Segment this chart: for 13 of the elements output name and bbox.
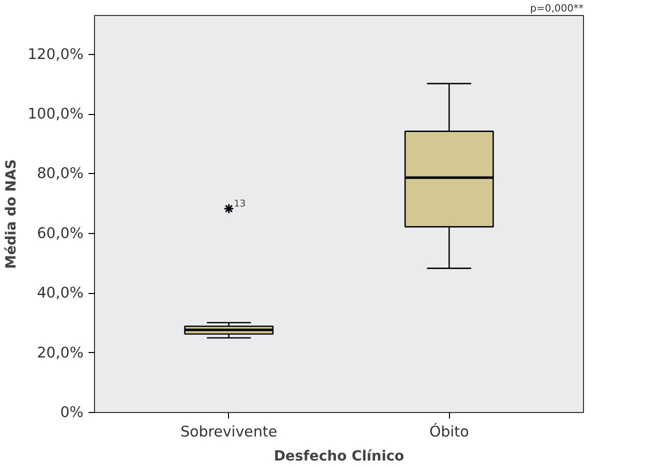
x-axis-title: Desfecho Clínico [274, 448, 405, 464]
y-tick-label: 0% [60, 404, 84, 421]
y-tick-label: 60,0% [36, 224, 84, 242]
y-tick-label: 80,0% [36, 165, 84, 182]
annotation: 13 [234, 198, 246, 210]
y-tick-label: 120,0% [28, 46, 84, 63]
y-tick-label: 100,0% [28, 106, 84, 123]
x-tick-label: Sobrevivente [180, 424, 278, 440]
y-axis-title: Média do NAS [4, 159, 20, 269]
y-tick-label: 20,0% [36, 344, 84, 362]
text: p=0,000** [530, 4, 584, 14]
y-tick-label: 40,0% [36, 284, 84, 302]
x-tick-label: Óbito [429, 422, 469, 440]
